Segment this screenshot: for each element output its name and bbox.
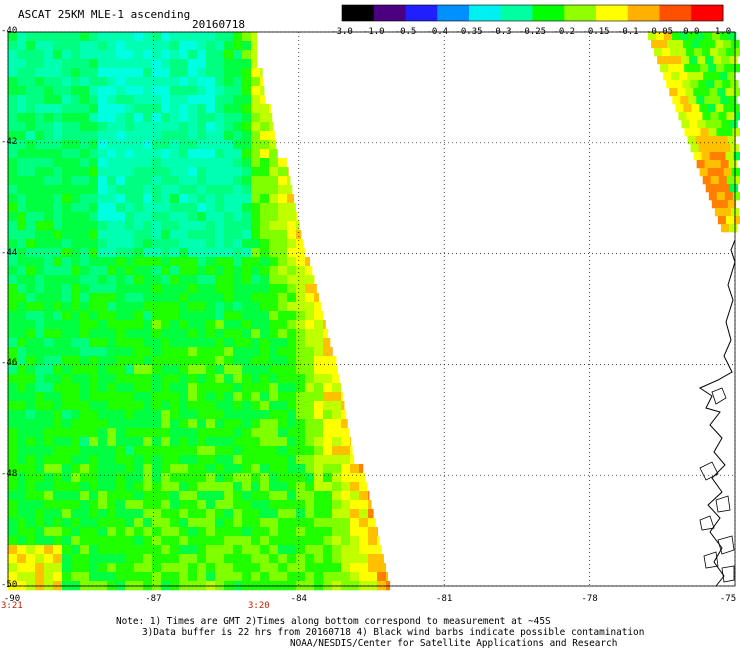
colorbar-tick-label: -0.3 (489, 27, 512, 37)
colorbar-tick-label: -3.0 (331, 27, 353, 37)
map-title: ASCAT 25KM MLE-1 ascending (18, 8, 191, 21)
colorbar-segment (373, 5, 406, 21)
colorbar-tick-label: -0.35 (455, 27, 483, 37)
colorbar-tick-label: -0.4 (426, 27, 449, 37)
colorbar-tick-label: -0.5 (394, 27, 417, 37)
colorbar-tick-label: -0.25 (518, 27, 547, 37)
latitude-label: -50 (1, 580, 18, 590)
note-line-1: Note: 1) Times are GMT 2)Times along bot… (116, 616, 551, 627)
colorbar-tick-label: -1.0 (362, 27, 385, 37)
colorbar-tick-label: -0.05 (645, 27, 674, 37)
note-line-3: NOAA/NESDIS/Center for Satellite Applica… (290, 638, 618, 649)
time-left: 3:21 (1, 601, 23, 611)
colorbar-segment (532, 5, 565, 21)
colorbar-segment (627, 5, 660, 21)
colorbar-segment (500, 5, 533, 21)
longitude-label: -84 (290, 594, 307, 604)
swath-right-data (648, 32, 740, 233)
latitude-label: -46 (1, 358, 18, 369)
latitude-label: -48 (1, 469, 18, 480)
swath-left-data (8, 32, 391, 591)
colorbar-segment (659, 5, 692, 21)
colorbar-segment (405, 5, 438, 21)
latitude-label: -40 (1, 26, 18, 36)
colorbar-segment (596, 5, 629, 21)
colorbar-segment (469, 5, 502, 21)
longitude-label: -81 (436, 594, 453, 604)
colorbar-tick-label: -0.2 (553, 27, 576, 37)
colorbar-tick-label: -0.15 (582, 27, 610, 37)
longitude-label: -90 (3, 594, 21, 604)
colorbar-segment (437, 5, 470, 21)
time-mid: 3:20 (248, 601, 270, 611)
note-line-2: 3)Data buffer is 22 hrs from 20160718 4)… (142, 627, 645, 638)
longitude-label: -78 (581, 594, 598, 604)
lat-lon-grid (7, 31, 736, 587)
colorbar (341, 4, 724, 22)
colorbar-tick-label: -0.1 (616, 27, 639, 37)
colorbar-segment (691, 5, 724, 21)
coastline (698, 239, 736, 587)
longitude-label: -87 (145, 594, 162, 604)
latitude-label: -44 (1, 247, 18, 258)
colorbar-tick-label: 1.0 (714, 27, 732, 37)
latitude-label: -42 (1, 136, 18, 147)
colorbar-segment (342, 5, 375, 21)
colorbar-segment (564, 5, 597, 21)
map-date: 20160718 (192, 18, 245, 31)
colorbar-tick-label: 0.0 (683, 27, 700, 37)
longitude-label: -75 (719, 594, 737, 604)
